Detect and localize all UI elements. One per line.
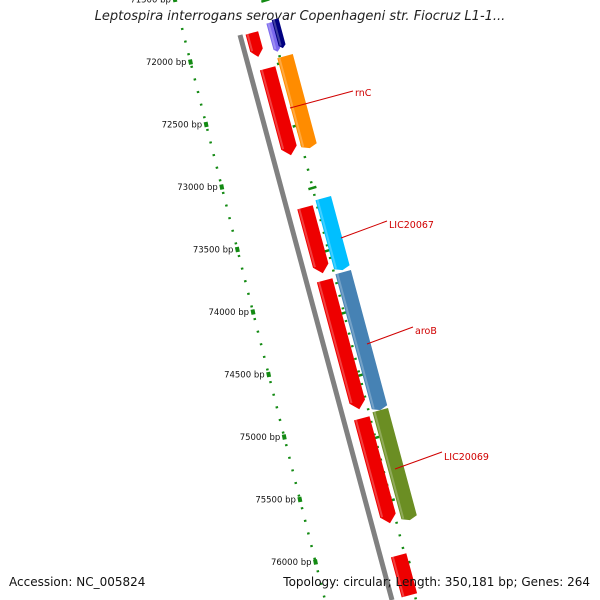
right-major-tick [260, 0, 270, 3]
aroB-gene[interactable] [335, 270, 388, 411]
gene-label-leader [340, 220, 388, 239]
gene-highlight [373, 411, 405, 520]
left-major-tick [250, 309, 256, 315]
backbone [237, 34, 395, 600]
cds-feature[interactable] [390, 553, 418, 598]
gene-labels: rnC LIC20067 aroB LIC20069 [289, 88, 489, 470]
gene-label[interactable]: rnC [355, 88, 372, 99]
gene-highlight [267, 22, 277, 50]
gene-highlight [316, 199, 337, 270]
tick-label: 75500 bp [255, 496, 296, 506]
cds-feature[interactable] [354, 416, 396, 524]
tick-label: 75000 bp [240, 433, 281, 443]
cds-feature[interactable] [316, 278, 365, 410]
gene-label-leader [394, 451, 443, 470]
small-gene-b[interactable] [271, 18, 286, 49]
left-major-tick [188, 59, 193, 65]
LIC20067-gene[interactable] [315, 196, 350, 271]
gene-highlight [260, 69, 285, 150]
genome-summary: Topology: circular; Length: 350,181 bp; … [283, 575, 590, 589]
left-major-tick [281, 434, 287, 440]
left-major-tick [234, 246, 240, 253]
gene-highlight [355, 419, 384, 518]
left-major-tick [172, 0, 178, 3]
right-major-tick [308, 185, 317, 191]
cds-feature[interactable] [245, 31, 263, 57]
rnC-gene[interactable] [277, 54, 317, 149]
gene-label[interactable]: aroB [415, 326, 437, 337]
gene-highlight [317, 281, 353, 404]
gene-highlight [278, 57, 305, 148]
gene-highlight [391, 556, 405, 598]
left-major-tick [203, 121, 209, 128]
tick-label: 72000 bp [146, 58, 187, 68]
small-gene-a[interactable] [266, 21, 281, 52]
cds-feature[interactable] [297, 205, 329, 274]
tick-label: 71500 bp [130, 0, 171, 6]
map-title: Leptospira interrogans serovar Copenhage… [94, 9, 506, 24]
tick-label: 74500 bp [224, 371, 265, 381]
left-major-tick [219, 184, 225, 190]
gene-highlight [336, 273, 375, 410]
gene-highlight [298, 208, 316, 268]
gene-label-leader [366, 326, 414, 345]
tick-label: 73500 bp [193, 246, 234, 256]
tick-label: 74000 bp [208, 308, 249, 318]
tick-label: 76000 bp [271, 558, 312, 568]
tick-label: 73000 bp [177, 183, 218, 193]
gene-label[interactable]: LIC20069 [444, 452, 489, 463]
gene-highlight [272, 19, 282, 46]
left-major-tick [297, 496, 303, 503]
gene-label-leader [289, 90, 354, 109]
left-major-tick [266, 371, 272, 378]
tick-label: 72500 bp [162, 121, 203, 131]
LIC20069-gene[interactable] [372, 408, 417, 521]
gene-features [245, 18, 418, 598]
gene-label[interactable]: LIC20067 [389, 220, 434, 231]
cds-feature[interactable] [259, 66, 297, 156]
left-major-tick [313, 559, 318, 565]
gene-highlight [246, 33, 254, 52]
accession: Accession: NC_005824 [9, 575, 146, 589]
